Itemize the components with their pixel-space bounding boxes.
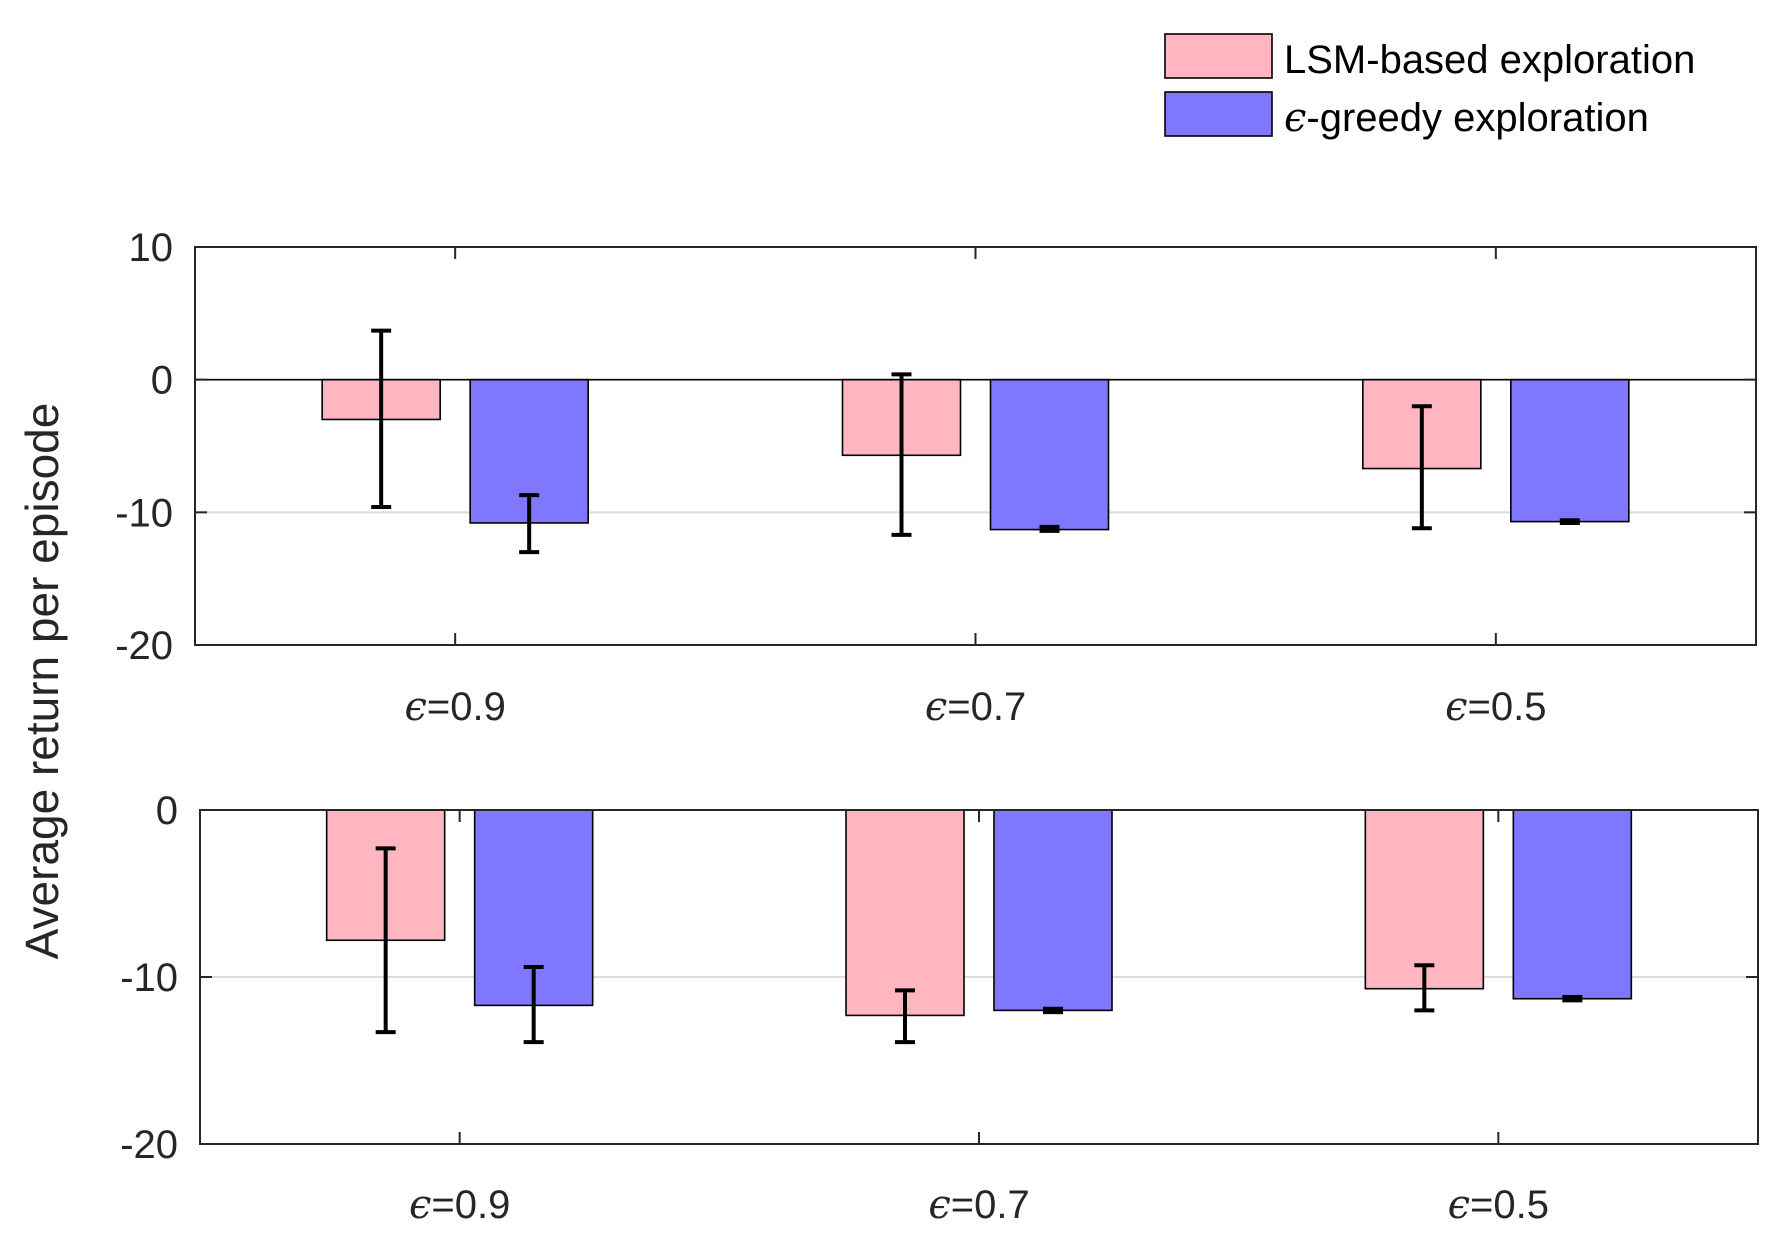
legend-label-lsm: LSM-based exploration bbox=[1284, 38, 1695, 82]
bottom-bar-chart: 0 -10 -20 ϵ=0.9 ϵ=0.7 ϵ=0.5 bbox=[120, 789, 1759, 1228]
bar-greedy bbox=[1512, 809, 1633, 1000]
y-tick-label: 10 bbox=[129, 226, 174, 270]
y-tick-label: -10 bbox=[120, 956, 178, 1000]
error-bar-greedy bbox=[1043, 1006, 1063, 1015]
y-tick-label: -20 bbox=[120, 1123, 178, 1167]
y-tick-label: -10 bbox=[115, 491, 173, 535]
error-bar-lsm bbox=[891, 372, 912, 537]
error-bar-greedy bbox=[519, 493, 540, 555]
error-bar-lsm bbox=[371, 328, 392, 510]
y-axis-label: Average return per episode bbox=[16, 403, 68, 960]
y-tick-label: 0 bbox=[156, 789, 178, 833]
bar-lsm bbox=[1364, 809, 1485, 990]
legend-label-greedy: ϵ-greedy exploration bbox=[1284, 95, 1649, 141]
error-bar-greedy bbox=[1559, 518, 1580, 525]
y-tick-label: 0 bbox=[151, 359, 173, 403]
error-bar-greedy bbox=[1039, 524, 1060, 533]
bar-greedy bbox=[1510, 378, 1630, 523]
bar-greedy bbox=[989, 378, 1110, 531]
x-category-label: ϵ=0.9 bbox=[404, 684, 505, 730]
x-category-label: ϵ=0.7 bbox=[925, 684, 1026, 730]
top-bar-chart: 10 0 -10 -20 ϵ=0.9 ϵ=0.7 ϵ=0.5 bbox=[115, 226, 1757, 730]
legend: LSM-based exploration ϵ-greedy explorati… bbox=[1164, 33, 1695, 141]
x-category-label: ϵ=0.9 bbox=[409, 1182, 510, 1228]
bar-greedy bbox=[993, 809, 1113, 1012]
error-bar-lsm bbox=[1414, 963, 1435, 1013]
legend-swatch-greedy bbox=[1164, 91, 1273, 137]
error-bar-lsm bbox=[895, 988, 915, 1045]
x-category-label: ϵ=0.5 bbox=[1445, 684, 1546, 730]
legend-swatch-lsm bbox=[1164, 33, 1273, 79]
bar-lsm bbox=[845, 809, 965, 1017]
y-tick-label: -20 bbox=[115, 624, 173, 668]
error-bar-lsm bbox=[375, 846, 396, 1035]
error-bar-greedy bbox=[1562, 995, 1583, 1003]
x-category-label: ϵ=0.5 bbox=[1448, 1182, 1549, 1228]
error-bar-lsm bbox=[1411, 404, 1432, 531]
x-category-label: ϵ=0.7 bbox=[928, 1182, 1029, 1228]
error-bar-greedy bbox=[523, 964, 544, 1045]
